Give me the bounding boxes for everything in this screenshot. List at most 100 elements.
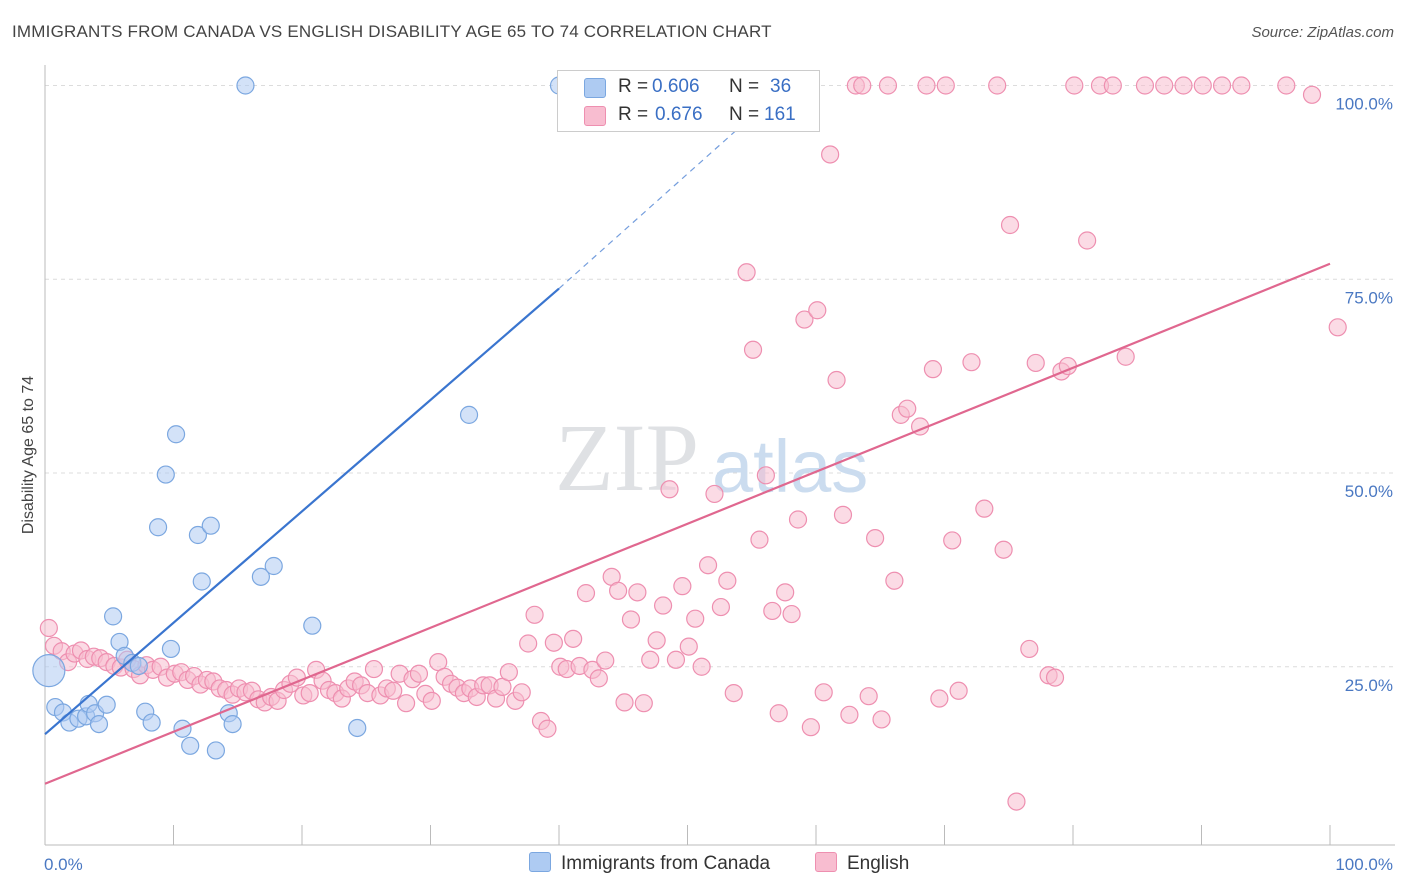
english-point [808, 301, 827, 320]
english-point [923, 360, 943, 379]
english-point [364, 659, 384, 679]
english-point [885, 571, 904, 590]
chart-title: IMMIGRANTS FROM CANADA VS ENGLISH DISABI… [12, 22, 772, 41]
english-point [943, 531, 962, 550]
canada-point [188, 525, 208, 545]
english-point [788, 510, 808, 529]
canada-point [192, 572, 211, 591]
english-point [750, 530, 769, 549]
canada-point [206, 741, 226, 760]
bottom-legend-swatch-english [815, 852, 837, 872]
english-point [596, 651, 615, 670]
legend-n-value: 36 [770, 76, 792, 97]
english-point [737, 263, 756, 282]
english-point [840, 705, 859, 724]
english-point [1045, 668, 1065, 687]
english-point [782, 604, 801, 624]
tick-labels: 25.0% 50.0% 75.0% 100.0% 0.0% 100.0% [44, 95, 1393, 875]
english-point [512, 683, 531, 702]
y-tick-label-75: 75.0% [1345, 288, 1393, 307]
english-point [300, 683, 319, 703]
canada-trend-extension [558, 116, 753, 289]
english-point [589, 669, 608, 688]
legend-swatch-english [584, 106, 606, 126]
canada-point [251, 567, 270, 586]
english-point [525, 605, 544, 624]
canada-point [264, 556, 283, 576]
canada-point [181, 736, 200, 755]
english-point [872, 710, 891, 729]
english-point [1135, 76, 1155, 95]
legend-r-label: R = [618, 76, 649, 97]
english-point [1103, 76, 1122, 95]
english-point [544, 633, 563, 652]
canada-point [166, 425, 186, 444]
legend-n-label: N = [729, 104, 760, 125]
english-point [422, 691, 441, 710]
bottom-legend-label-english: English [847, 853, 910, 874]
english-point [1000, 215, 1020, 235]
english-point [564, 629, 583, 648]
english-point [821, 145, 840, 164]
english-point [692, 657, 711, 676]
english-point [975, 499, 994, 518]
english-point [1193, 76, 1212, 95]
y-axis-label: Disability Age 65 to 74 [20, 376, 37, 534]
english-point [384, 681, 403, 700]
english-point [39, 618, 58, 638]
english-point [724, 683, 743, 703]
canada-point [32, 654, 66, 688]
english-point [1212, 76, 1232, 95]
english-point [1078, 231, 1097, 250]
bottom-legend-label-canada: Immigrants from Canada [561, 853, 771, 874]
english-point [409, 664, 429, 683]
english-point [827, 370, 846, 390]
english-point [988, 76, 1007, 95]
canada-point [148, 518, 168, 537]
legend: R = 0.606 N = 36 R = 0.676 N = 161 [557, 70, 820, 132]
canada-point [161, 639, 181, 659]
canada-point [104, 607, 123, 626]
legend-n-label: N = [729, 76, 760, 97]
english-point [711, 597, 731, 617]
canada-point [348, 718, 367, 738]
english-point [898, 399, 917, 418]
legend-n-value: 161 [764, 104, 796, 125]
english-point [1232, 76, 1251, 95]
watermark-atlas: atlas [712, 425, 868, 508]
english-point [647, 631, 666, 650]
canada-point [129, 656, 148, 676]
canada-point [89, 714, 109, 734]
english-point [1155, 76, 1174, 95]
series-english-points [39, 76, 1347, 811]
english-point [615, 693, 634, 712]
english-point [1328, 318, 1347, 337]
canada-point [303, 616, 322, 635]
english-point [1174, 76, 1193, 95]
english-point [769, 704, 788, 723]
english-point [866, 528, 885, 548]
canada-point [156, 465, 175, 484]
english-point [641, 650, 660, 669]
canada-point [236, 76, 255, 95]
english-point [776, 583, 795, 602]
english-point [718, 571, 737, 590]
english-point [795, 310, 814, 329]
english-point [763, 601, 782, 621]
y-tick-label-25: 25.0% [1345, 676, 1393, 695]
english-point [801, 718, 820, 737]
english-point [1277, 76, 1296, 95]
english-point [1065, 76, 1084, 95]
english-point [673, 577, 692, 596]
legend-swatch-canada [584, 78, 606, 98]
axes [44, 65, 1395, 846]
canada-point [223, 714, 242, 734]
english-point [686, 609, 705, 628]
english-trend-line [44, 262, 1331, 785]
canada-point [142, 713, 161, 732]
english-point [576, 584, 596, 603]
english-point [666, 650, 686, 669]
bottom-legend-english: English [815, 852, 909, 875]
english-point [705, 484, 724, 504]
english-point [949, 681, 968, 700]
